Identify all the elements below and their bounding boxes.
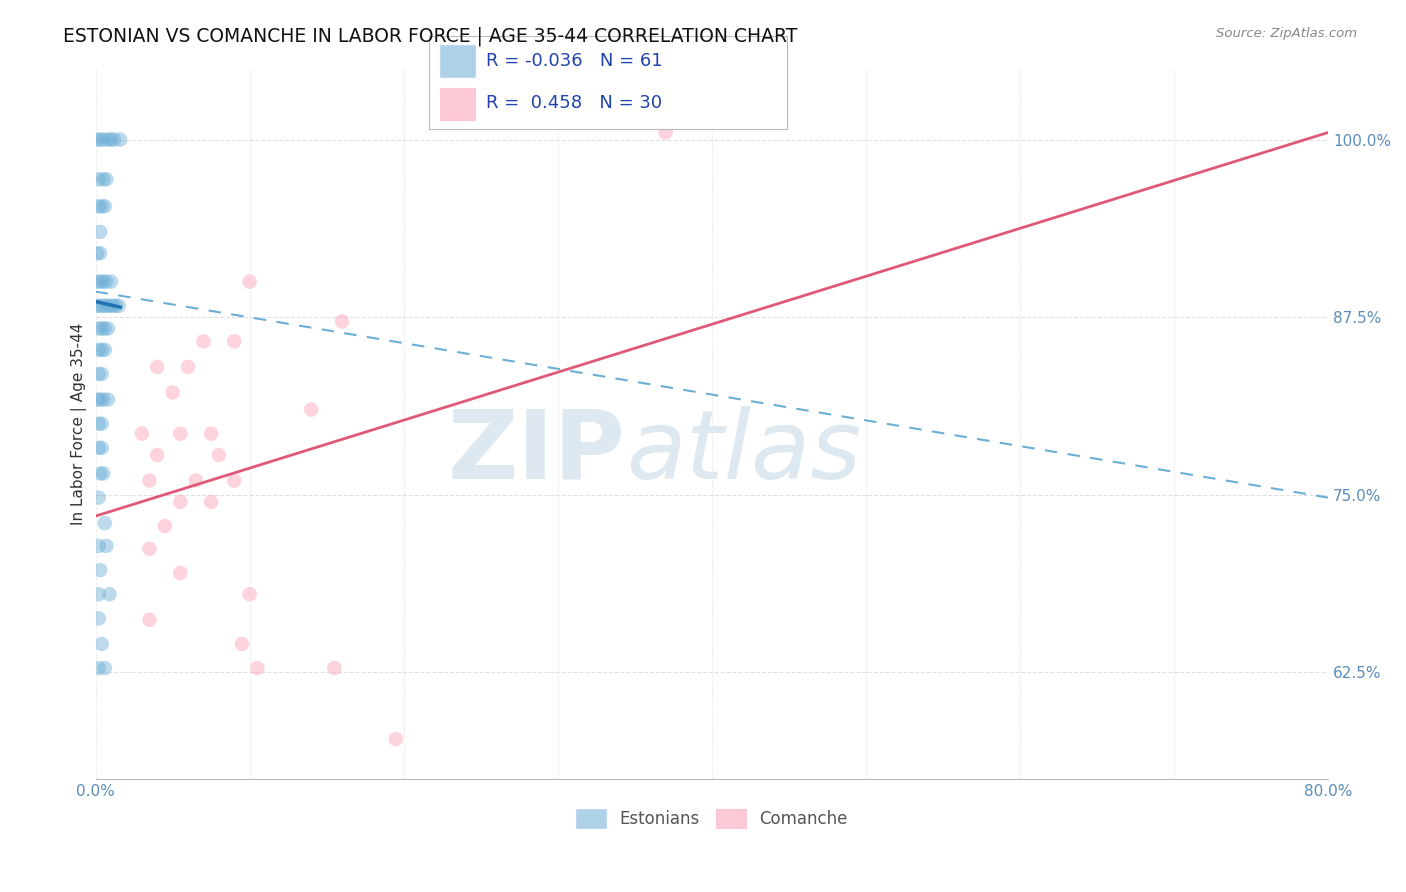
Point [87, 199, 110, 213]
Point [86, 246, 108, 260]
Point [96, 299, 118, 313]
Point [96, 172, 118, 186]
Point [87, 611, 110, 625]
Point [87, 539, 110, 553]
Point [100, 132, 122, 146]
Point [91, 132, 114, 146]
Point [101, 299, 124, 313]
Point [169, 426, 191, 441]
Point [193, 334, 215, 349]
Point [200, 495, 222, 509]
Legend: Estonians, Comanche: Estonians, Comanche [569, 802, 855, 835]
Point [87, 661, 110, 675]
Point [169, 566, 191, 580]
Point [98, 299, 121, 313]
Point [94, 321, 117, 335]
Point [200, 426, 222, 441]
Point [224, 334, 246, 349]
Point [87, 343, 110, 357]
Point [97, 132, 120, 146]
Point [90, 441, 112, 455]
Point [138, 541, 160, 556]
Text: R = -0.036   N = 61: R = -0.036 N = 61 [486, 52, 662, 70]
Point [246, 661, 269, 675]
Point [89, 563, 111, 577]
Point [169, 495, 191, 509]
Text: R =  0.458   N = 30: R = 0.458 N = 30 [486, 94, 662, 112]
Point [239, 587, 262, 601]
Point [177, 359, 200, 374]
Point [98, 587, 121, 601]
Point [94, 199, 117, 213]
Point [97, 392, 120, 407]
Point [90, 367, 112, 381]
Point [131, 426, 153, 441]
Point [103, 132, 125, 146]
Point [87, 491, 110, 505]
Point [87, 441, 110, 455]
Point [89, 275, 111, 289]
Point [89, 132, 111, 146]
Point [94, 516, 117, 531]
Point [89, 467, 111, 481]
Point [86, 275, 108, 289]
Point [91, 172, 114, 186]
Point [87, 367, 110, 381]
Point [86, 299, 108, 313]
Bar [440, 45, 475, 77]
Point [91, 299, 114, 313]
Point [385, 732, 408, 747]
Point [231, 637, 253, 651]
Point [110, 132, 132, 146]
Point [146, 359, 169, 374]
Text: atlas: atlas [626, 406, 860, 499]
Point [87, 172, 110, 186]
Point [87, 587, 110, 601]
Point [96, 539, 118, 553]
Point [91, 467, 114, 481]
Point [239, 275, 262, 289]
Point [96, 275, 118, 289]
Point [654, 125, 676, 139]
Point [97, 321, 120, 335]
Point [153, 519, 176, 533]
Point [100, 275, 122, 289]
Point [89, 225, 111, 239]
Point [91, 392, 114, 407]
Point [90, 199, 112, 213]
Point [107, 299, 129, 313]
Point [90, 637, 112, 651]
Point [94, 343, 117, 357]
Point [224, 474, 246, 488]
Point [146, 448, 169, 462]
Text: ESTONIAN VS COMANCHE IN LABOR FORCE | AGE 35-44 CORRELATION CHART: ESTONIAN VS COMANCHE IN LABOR FORCE | AG… [63, 27, 797, 46]
Text: Source: ZipAtlas.com: Source: ZipAtlas.com [1216, 27, 1357, 40]
Point [89, 392, 111, 407]
Point [86, 132, 108, 146]
Point [184, 474, 207, 488]
Y-axis label: In Labor Force | Age 35-44: In Labor Force | Age 35-44 [72, 323, 87, 524]
Point [90, 321, 112, 335]
Point [138, 474, 160, 488]
Point [138, 613, 160, 627]
Point [91, 275, 114, 289]
Point [323, 661, 346, 675]
Point [87, 321, 110, 335]
Point [90, 417, 112, 431]
Point [208, 448, 231, 462]
Point [104, 299, 127, 313]
Text: ZIP: ZIP [447, 406, 626, 499]
Point [94, 661, 117, 675]
Point [89, 246, 111, 260]
Point [90, 343, 112, 357]
Point [86, 392, 108, 407]
Point [299, 402, 322, 417]
Point [162, 385, 184, 400]
Bar [440, 88, 475, 120]
Point [89, 299, 111, 313]
Point [330, 314, 353, 328]
Point [87, 417, 110, 431]
